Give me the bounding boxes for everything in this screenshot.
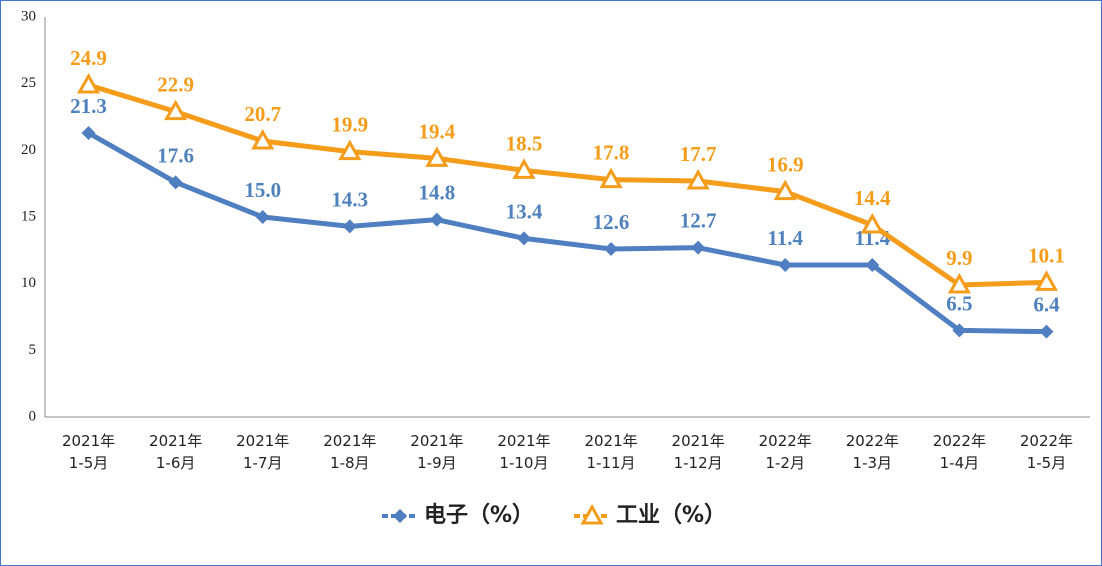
data-label: 10.1 (1028, 243, 1065, 267)
marker (599, 167, 623, 189)
x-tick-label: 2021年 1-8月 (323, 432, 376, 472)
marker (512, 158, 536, 179)
x-tick-label: 2022年 1-2月 (759, 432, 812, 472)
marker (773, 179, 797, 201)
data-label: 15.0 (244, 178, 281, 202)
data-label: 16.9 (767, 153, 804, 177)
marker (865, 258, 880, 272)
y-tick-label: 20 (21, 142, 36, 158)
marker (604, 242, 619, 256)
data-label: 12.6 (593, 210, 630, 234)
data-label: 24.9 (70, 46, 107, 70)
data-label: 17.8 (593, 141, 630, 165)
marker (947, 272, 971, 294)
legend-marker (393, 509, 407, 523)
marker (691, 240, 706, 255)
legend-marker (580, 503, 604, 525)
data-label: 19.4 (419, 119, 456, 143)
marker (338, 139, 362, 161)
y-tick-label: 0 (29, 408, 37, 424)
marker (1034, 270, 1059, 291)
y-tick-label: 5 (29, 342, 37, 358)
marker (686, 168, 710, 190)
data-label: 19.9 (331, 113, 368, 137)
data-label: 14.8 (419, 181, 456, 205)
y-tick-label: 25 (21, 75, 36, 91)
marker (425, 146, 449, 167)
y-tick-label: 30 (21, 8, 36, 24)
x-tick-label: 2021年 1-5月 (62, 432, 115, 472)
data-label: 6.5 (946, 291, 972, 315)
data-label: 18.5 (506, 131, 543, 155)
x-tick-label: 2021年 1-12月 (672, 432, 725, 472)
marker (952, 323, 967, 338)
y-tick-label: 10 (21, 275, 36, 291)
x-tick-label: 2021年 1-10月 (497, 432, 550, 472)
series-line (87, 82, 1047, 288)
data-label: 20.7 (244, 102, 281, 126)
legend-item: 电子（%） (382, 503, 534, 528)
x-tick-label: 2021年 1-6月 (149, 432, 202, 472)
data-label: 17.7 (680, 142, 717, 166)
marker (516, 231, 531, 246)
x-tick-label: 2021年 1-7月 (236, 432, 289, 472)
y-tick-label: 15 (21, 208, 36, 224)
x-tick-label: 2022年 1-3月 (846, 432, 899, 472)
marker (168, 175, 183, 190)
data-label: 17.6 (157, 143, 194, 167)
marker (251, 128, 275, 150)
marker (76, 72, 101, 94)
legend-label: 电子（%） (424, 503, 534, 528)
x-tick-label: 2022年 1-5月 (1020, 432, 1073, 472)
legend-label: 工业（%） (616, 503, 726, 528)
data-label: 6.4 (1033, 293, 1060, 317)
marker (778, 258, 793, 272)
data-label: 14.3 (331, 187, 368, 211)
data-label: 21.3 (70, 94, 107, 118)
data-label: 14.4 (854, 186, 891, 210)
marker (164, 99, 188, 121)
x-tick-label: 2021年 1-11月 (584, 432, 637, 472)
legend-item: 工业（%） (574, 503, 726, 528)
data-label: 11.4 (767, 226, 803, 250)
marker (429, 212, 444, 227)
x-tick-label: 2022年 1-4月 (933, 432, 986, 472)
marker (342, 219, 357, 234)
marker (255, 210, 270, 224)
marker (860, 212, 884, 234)
data-label: 13.4 (506, 199, 543, 223)
marker (81, 126, 96, 140)
x-tick-label: 2021年 1-9月 (410, 432, 463, 472)
series-line (87, 130, 1047, 335)
data-label: 22.9 (157, 73, 194, 97)
data-label: 12.7 (680, 209, 717, 233)
data-label: 9.9 (946, 246, 972, 270)
marker (1039, 324, 1054, 339)
